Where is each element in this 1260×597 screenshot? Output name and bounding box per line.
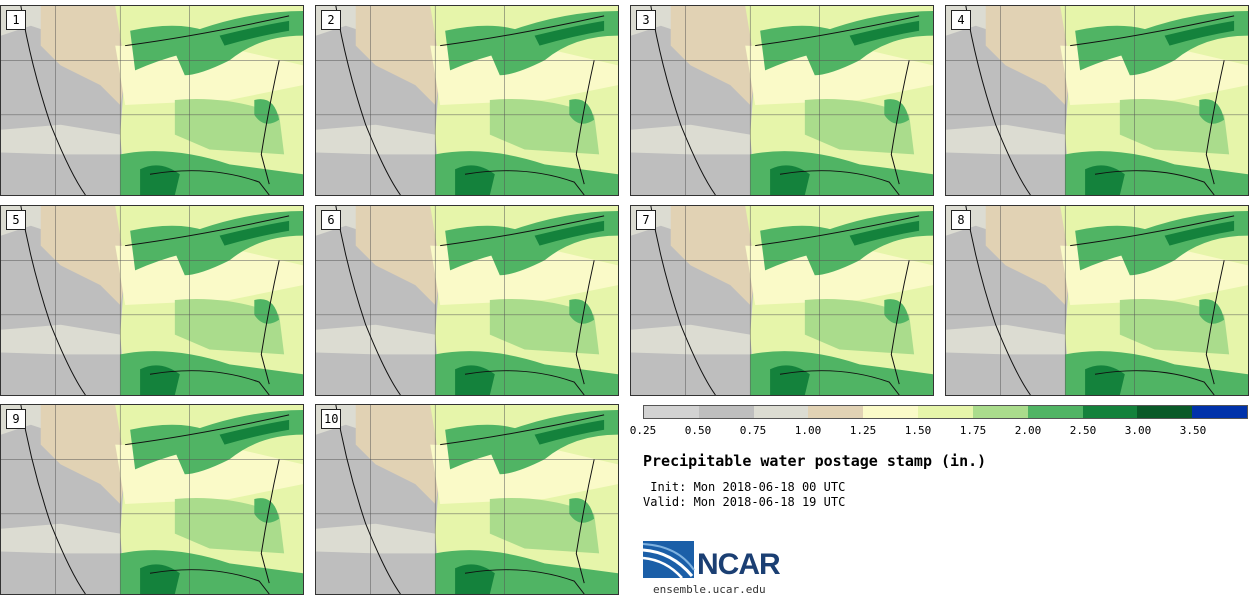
colorbar-tick-label: 3.50: [1179, 424, 1207, 437]
precipitable-water-map: [316, 6, 618, 195]
valid-time: Valid: Mon 2018-06-18 19 UTC: [643, 495, 846, 509]
member-number-label: 2: [321, 10, 341, 30]
precipitable-water-map: [946, 6, 1248, 195]
precipitable-water-map: [631, 206, 933, 395]
member-number-label: 3: [636, 10, 656, 30]
precipitable-water-map: [631, 6, 933, 195]
ensemble-member-panel-5: 5: [0, 205, 304, 396]
colorbar-segment: [863, 406, 919, 418]
colorbar-tick-label: 1.00: [794, 424, 822, 437]
ncar-logo-icon: [642, 541, 695, 579]
ensemble-member-panel-1: 1: [0, 5, 304, 196]
ensemble-member-panel-10: 10: [315, 404, 619, 595]
colorbar-segment: [1192, 406, 1247, 418]
colorbar-tick-label: 3.00: [1124, 424, 1152, 437]
precipitable-water-map: [1, 206, 303, 395]
member-number-label: 1: [6, 10, 26, 30]
colorbar-tick-label: 1.25: [849, 424, 877, 437]
colorbar-tick-label: 2.50: [1069, 424, 1097, 437]
colorbar-segment: [644, 406, 699, 418]
colorbar-segment: [972, 406, 1028, 418]
colorbar-segment: [1082, 406, 1138, 418]
member-number-label: 4: [951, 10, 971, 30]
colorbar-segment: [1027, 406, 1083, 418]
ensemble-member-panel-2: 2: [315, 5, 619, 196]
member-number-label: 7: [636, 210, 656, 230]
member-number-label: 10: [321, 409, 342, 429]
colorbar-tick-label: 0.50: [684, 424, 712, 437]
precipitable-water-map: [946, 206, 1248, 395]
ensemble-member-panel-4: 4: [945, 5, 1249, 196]
colorbar-tick-label: 0.25: [629, 424, 657, 437]
colorbar-tick-label: 1.75: [959, 424, 987, 437]
init-time: Init: Mon 2018-06-18 00 UTC: [643, 480, 846, 494]
colorbar: [643, 405, 1248, 419]
member-number-label: 8: [951, 210, 971, 230]
ensemble-member-panel-8: 8: [945, 205, 1249, 396]
ensemble-member-panel-6: 6: [315, 205, 619, 396]
colorbar-segment: [918, 406, 973, 418]
colorbar-tick-label: 2.00: [1014, 424, 1042, 437]
member-number-label: 9: [6, 409, 26, 429]
chart-title: Precipitable water postage stamp (in.): [643, 452, 987, 470]
precipitable-water-map: [316, 405, 618, 594]
precipitable-water-map: [1, 6, 303, 195]
colorbar-segment: [698, 406, 754, 418]
precipitable-water-map: [1, 405, 303, 594]
ensemble-member-panel-7: 7: [630, 205, 934, 396]
colorbar-segment: [1137, 406, 1193, 418]
member-number-label: 5: [6, 210, 26, 230]
colorbar-tick-label: 0.75: [739, 424, 767, 437]
site-url: ensemble.ucar.edu: [653, 583, 766, 596]
ncar-logo-text: NCAR: [697, 548, 781, 581]
colorbar-tick-labels: 0.25 0.50 0.75 1.00 1.25 1.50 1.75 2.00 2.50 3.00…: [630, 424, 1248, 438]
colorbar-tick-label: 1.50: [904, 424, 932, 437]
colorbar-segment: [753, 406, 809, 418]
ensemble-member-panel-9: 9: [0, 404, 304, 595]
ensemble-member-panel-3: 3: [630, 5, 934, 196]
member-number-label: 6: [321, 210, 341, 230]
colorbar-segment: [808, 406, 864, 418]
precipitable-water-map: [316, 206, 618, 395]
